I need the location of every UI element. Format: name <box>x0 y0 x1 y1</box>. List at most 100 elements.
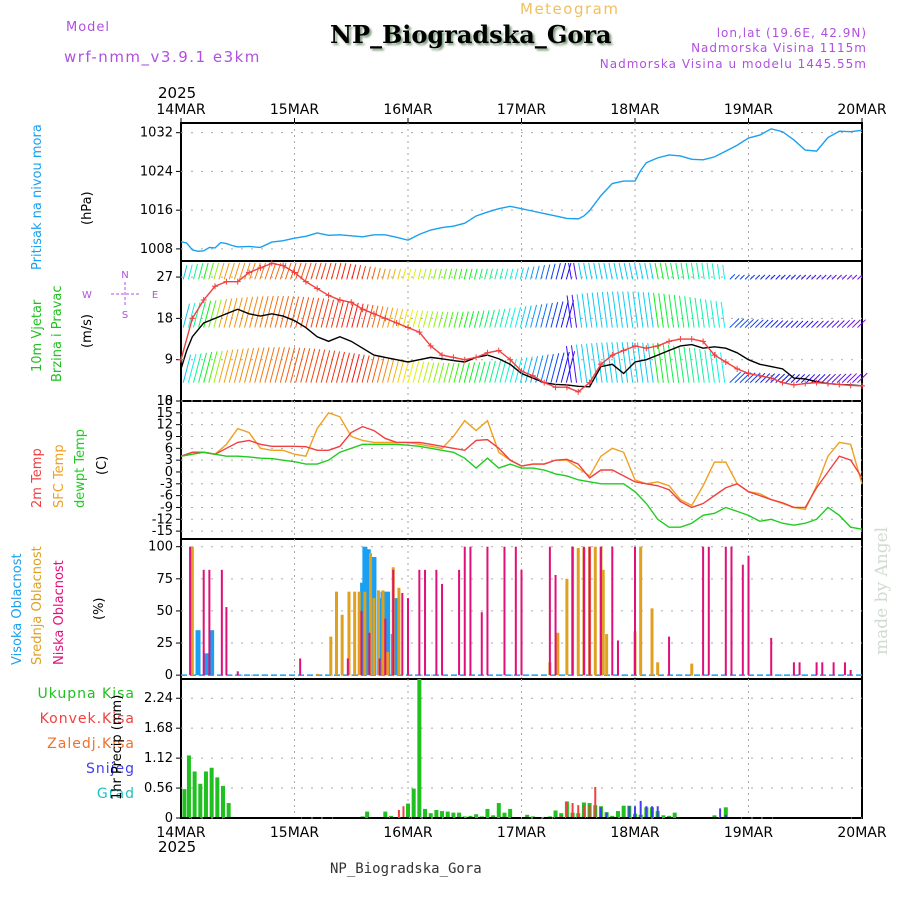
wind-arrow <box>438 268 442 280</box>
wind-arrow <box>612 291 618 328</box>
wind-arrow <box>448 311 454 328</box>
wind-arrow <box>611 342 618 383</box>
wind-arrow <box>269 295 279 328</box>
wind-arrow <box>238 297 248 328</box>
wind-arrow <box>678 295 685 328</box>
wind-arrow <box>806 274 812 280</box>
wind-arrow <box>734 371 746 383</box>
wind-arrow <box>448 362 455 383</box>
y-tick-label: 0 <box>165 668 173 683</box>
x-tick-label-bottom: 18MAR <box>610 825 659 841</box>
precip-total-bar <box>186 755 191 818</box>
wind-arrow <box>351 353 360 383</box>
wind-arrow <box>479 310 485 328</box>
gust-marker <box>439 352 446 359</box>
gust-marker <box>405 324 411 331</box>
wind-arrow <box>760 274 766 280</box>
cloud-low-bar <box>378 658 381 676</box>
wind-arrow <box>790 320 799 328</box>
wind-arrow <box>300 348 311 383</box>
lonlat-text: lon,lat (19.6E, 42.9N) <box>716 26 867 40</box>
wind-arrow <box>371 356 380 383</box>
cloud-mid-bar <box>190 546 194 676</box>
wind-arrow <box>846 274 853 280</box>
wind-arrow <box>689 297 695 328</box>
wind-arrow <box>397 268 402 280</box>
wind-arrow <box>685 262 690 280</box>
wind-arrow <box>203 262 209 280</box>
gust-marker <box>314 285 321 292</box>
wind-arrow <box>193 263 199 280</box>
wind-arrow <box>535 304 543 328</box>
wind-arrow <box>716 264 721 280</box>
wind-arrow <box>330 262 337 280</box>
wind-arrow <box>519 267 524 280</box>
wind-arrow <box>632 291 639 328</box>
wind-arrow <box>530 304 538 328</box>
y-tick-label: -3 <box>160 477 173 492</box>
cloud-mid-bar <box>353 591 357 676</box>
wind-arrow <box>514 268 519 280</box>
precip-snow-bar <box>639 800 642 818</box>
wind-arrow <box>433 362 440 383</box>
cloud-low-bar <box>588 546 591 676</box>
wind-arrow <box>443 268 447 280</box>
wind-arrow <box>765 274 771 280</box>
cloud-low-bar <box>599 546 602 676</box>
wind-arrow <box>519 306 527 328</box>
y-tick-label: -15 <box>152 524 173 539</box>
wind-arrow <box>749 319 759 328</box>
gust-marker <box>348 299 355 306</box>
y-tick-label: 3 <box>165 453 173 468</box>
wind-arrow <box>575 344 583 383</box>
wind-arrow <box>649 262 654 280</box>
cloud-mid-bar <box>605 634 609 676</box>
wind-arrow <box>320 262 327 280</box>
wind-arrow <box>315 298 325 328</box>
wind-arrow <box>233 348 244 383</box>
wind-arrow <box>633 262 639 280</box>
precip-snow-bar <box>724 814 727 818</box>
wind-arrow <box>540 265 546 280</box>
wind-arrow <box>422 310 429 328</box>
x-tick-label-bottom: 14MAR <box>156 825 205 841</box>
wind-arrow <box>290 347 301 383</box>
wind-arrow <box>524 267 530 280</box>
wind-arrow <box>704 349 710 383</box>
wind-arrow <box>739 274 745 280</box>
wind-arrow <box>249 296 259 328</box>
gust-marker <box>280 262 287 269</box>
wind-arrow <box>433 311 439 328</box>
gust-marker <box>212 283 219 290</box>
wind-arrow <box>336 262 342 280</box>
gust-marker <box>450 354 457 361</box>
wind-arrow <box>684 296 690 328</box>
wind-arrow <box>351 302 359 328</box>
wind-arrow <box>468 362 476 383</box>
model-label: Model <box>66 20 111 35</box>
cloud-low-bar <box>392 569 395 676</box>
wind-arrow <box>673 345 680 383</box>
wind-arrow <box>371 267 376 280</box>
precip-total-bar <box>192 771 197 818</box>
gust-marker <box>620 347 627 354</box>
wind-arrow <box>800 320 809 328</box>
y-tick-label: 1.12 <box>144 751 173 766</box>
wind-arrow <box>800 274 807 280</box>
wind-arrow <box>657 343 664 383</box>
cloud-low-bar <box>458 569 461 676</box>
precip-total-bar <box>198 783 203 818</box>
wind-arrow <box>603 262 608 280</box>
wind-arrow <box>412 361 420 383</box>
compass-s: S <box>122 310 128 321</box>
wind-arrow <box>836 274 842 280</box>
wind-arrow <box>668 294 675 328</box>
precip-conv-bar <box>594 786 597 818</box>
wind-arrow <box>621 341 629 383</box>
wind-arrow <box>836 320 845 328</box>
precip-total-bar <box>525 814 530 818</box>
wind-arrow <box>696 262 700 280</box>
wind-arrow <box>720 352 726 383</box>
x-tick-label-bottom: 20MAR <box>837 825 886 841</box>
gust-marker <box>541 379 548 386</box>
